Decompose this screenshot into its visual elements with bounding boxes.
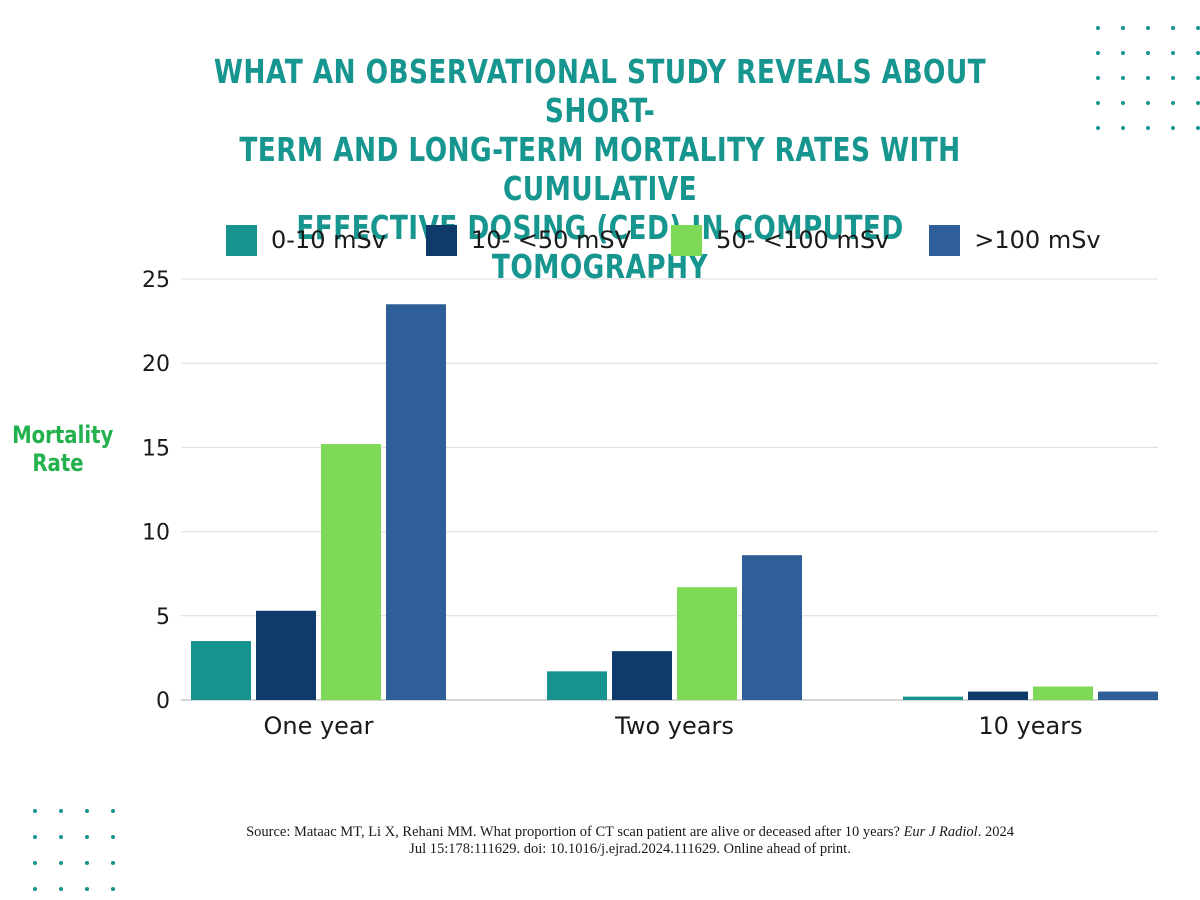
decorative-dot [1096,26,1100,30]
legend-item-over-100: >100 mSv [929,224,1101,256]
decorative-dot [59,809,63,813]
legend-item-0-10: 0-10 mSv [226,224,386,256]
bar [742,555,802,700]
decorative-dot [59,887,63,891]
decorative-dot [1171,26,1175,30]
source-line-1: Source: Mataac MT, Li X, Rehani MM. What… [140,824,1120,841]
legend-item-50-100: 50- <100 mSv [671,224,890,256]
chart-legend: 0-10 mSv 10- <50 mSV 50- <100 mSv >100 m… [226,224,1141,256]
y-axis-label-line-1: Mortality [12,421,114,449]
legend-swatch-over-100 [929,224,961,256]
decorative-dot [1096,51,1100,55]
bar [677,587,737,700]
bar [968,691,1028,700]
title-line-3: EFFECTIVE DOSING (CED) IN COMPUTED TOMOG… [296,208,904,286]
y-tick-label: 0 [156,689,170,714]
y-axis-label: Mortality Rate [12,421,114,477]
decorative-dot [1171,76,1175,80]
legend-swatch-10-50 [425,224,457,256]
decorative-dot [85,861,89,865]
decorative-dot [1121,51,1125,55]
source-citation: Source: Mataac MT, Li X, Rehani MM. What… [140,824,1120,858]
bar [256,610,316,700]
source-journal: Eur J Radiol [903,824,978,840]
decorative-dot [111,835,115,839]
decorative-dot [1196,51,1200,55]
decorative-dot [33,809,37,813]
source-line-1-prefix: Source: Mataac MT, Li X, Rehani MM. What… [246,824,904,840]
decorative-dot [33,835,37,839]
decorative-dot-grid-bottom-left [33,809,115,891]
decorative-dot [1146,26,1150,30]
y-tick-label: 25 [142,268,170,293]
decorative-dot [1121,26,1125,30]
decorative-dot [1121,126,1125,130]
legend-label-50-100: 50- <100 mSv [716,226,890,254]
bar [321,444,381,700]
decorative-dot [1146,76,1150,80]
y-tick-label: 10 [142,521,170,546]
decorative-dot [1121,101,1125,105]
decorative-dot [1146,101,1150,105]
bar [1098,691,1158,700]
legend-label-10-50: 10- <50 mSV [470,226,632,254]
title-line-1: WHAT AN OBSERVATIONAL STUDY REVEALS ABOU… [213,52,987,130]
legend-item-10-50: 10- <50 mSV [425,224,632,256]
bar [547,671,607,700]
y-tick-label: 15 [142,436,170,461]
decorative-dot [85,887,89,891]
source-line-1-suffix: . 2024 [977,824,1014,840]
decorative-dot [85,835,89,839]
bar [612,651,672,700]
title-line-2: TERM AND LONG-TERM MORTALITY RATES WITH … [239,130,961,208]
chart-title: WHAT AN OBSERVATIONAL STUDY REVEALS ABOU… [208,52,992,286]
decorative-dot [1121,76,1125,80]
decorative-dot [1196,26,1200,30]
bar [1033,686,1093,700]
decorative-dot [1096,126,1100,130]
legend-label-over-100: >100 mSv [974,226,1101,254]
y-tick-label: 5 [156,605,170,630]
decorative-dot [111,809,115,813]
decorative-dot [1171,101,1175,105]
decorative-dot [1096,76,1100,80]
legend-swatch-50-100 [671,224,703,256]
decorative-dot [33,887,37,891]
source-line-2: Jul 15:178:111629. doi: 10.1016/j.ejrad.… [409,841,851,857]
y-axis-label-line-2: Rate [32,449,84,477]
decorative-dot [33,861,37,865]
decorative-dot [111,887,115,891]
decorative-dot [59,861,63,865]
x-tick-label: One year [263,712,373,740]
x-tick-label: Two years [614,712,734,740]
bar [386,304,446,700]
decorative-dot [1146,51,1150,55]
decorative-dot [1196,101,1200,105]
decorative-dot [1096,101,1100,105]
decorative-dot [1171,51,1175,55]
bar [191,641,251,700]
decorative-dot [1171,126,1175,130]
decorative-dot [111,861,115,865]
bar [903,696,963,700]
decorative-dot [1196,126,1200,130]
decorative-dot [1196,76,1200,80]
decorative-dot [85,809,89,813]
legend-swatch-0-10 [226,224,257,256]
y-tick-label: 20 [142,352,170,377]
x-tick-label: 10 years [978,712,1082,740]
decorative-dot-grid-top-right [1096,26,1200,130]
decorative-dot [1146,126,1150,130]
decorative-dot [59,835,63,839]
legend-label-0-10: 0-10 mSv [271,226,386,254]
